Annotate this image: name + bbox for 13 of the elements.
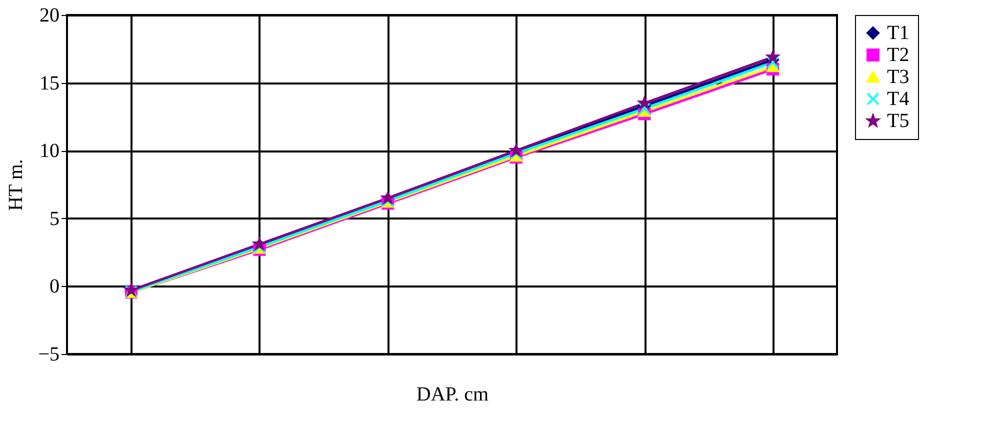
y-axis-title: HT m. bbox=[5, 159, 28, 211]
x-axis-title: DAP. cm bbox=[416, 384, 490, 406]
legend-label: T3 bbox=[887, 66, 910, 88]
legend-label: T4 bbox=[887, 88, 910, 110]
y-tick-label: 10 bbox=[40, 140, 60, 162]
legend-label: T1 bbox=[887, 22, 910, 44]
y-tick-label: 20 bbox=[40, 4, 60, 26]
y-tick-label: 0 bbox=[50, 276, 60, 298]
y-tick-label: −5 bbox=[38, 344, 60, 366]
y-tick-label: 5 bbox=[50, 208, 60, 230]
y-tick-label: 15 bbox=[40, 72, 60, 94]
legend-label: T5 bbox=[887, 110, 910, 132]
legend-label: T2 bbox=[887, 44, 910, 66]
